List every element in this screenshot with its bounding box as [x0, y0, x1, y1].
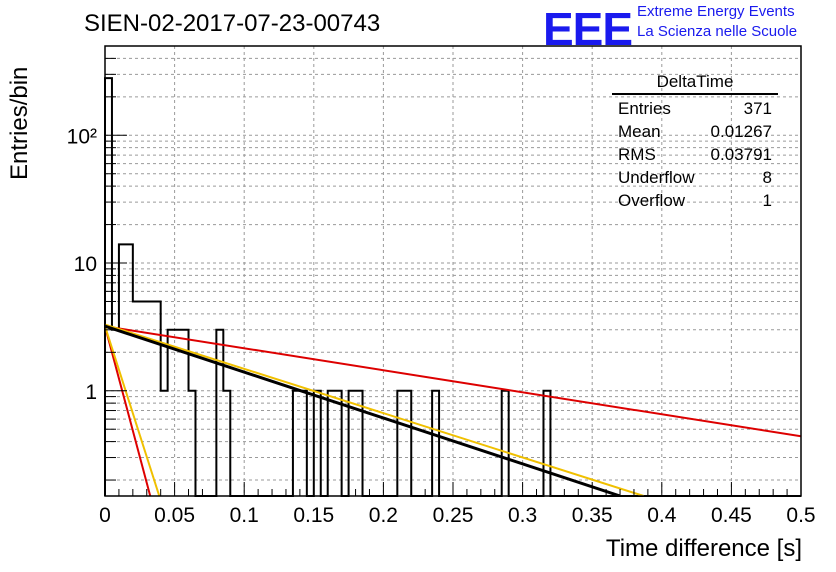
- y-tick-label: 10: [74, 253, 97, 276]
- stats-row-entries: Entries 371: [612, 97, 778, 120]
- fit-line-2: [105, 325, 801, 438]
- fit-line-0: [105, 325, 152, 496]
- stats-title: DeltaTime: [612, 72, 778, 95]
- stats-label: Underflow: [618, 168, 695, 187]
- x-tick-label: 0.35: [572, 504, 613, 527]
- x-axis-label: Time difference [s]: [605, 535, 802, 562]
- stats-value: 0.03791: [710, 145, 772, 164]
- x-tick-label: 0.3: [508, 504, 537, 527]
- x-tick-label: 0.1: [230, 504, 259, 527]
- fit-line-1: [105, 325, 161, 496]
- x-tick-label: 0.5: [786, 504, 815, 527]
- x-tick-label: 0.4: [647, 504, 677, 527]
- fit-line-3: [105, 323, 645, 496]
- stats-row-mean: Mean 0.01267: [612, 120, 778, 143]
- stats-value: 0.01267: [710, 122, 772, 141]
- x-tick-label: 0: [99, 504, 111, 527]
- x-tick-label: 0.15: [293, 504, 334, 527]
- stats-label: RMS: [618, 145, 656, 164]
- stats-box: DeltaTime Entries 371 Mean 0.01267 RMS 0…: [612, 72, 778, 212]
- x-tick-label: 0.25: [433, 504, 474, 527]
- stats-label: Mean: [618, 122, 661, 141]
- y-tick-label: 10²: [67, 125, 97, 148]
- y-axis-label: Entries/bin: [6, 66, 33, 180]
- logo-line-2: La Scienza nelle Scuole: [637, 23, 798, 40]
- x-tick-label: 0.05: [154, 504, 195, 527]
- eee-logo: EEE: [543, 3, 633, 55]
- x-tick-label: 0.2: [369, 504, 398, 527]
- y-tick-label: 1: [85, 381, 97, 404]
- logo-line-1: Extreme Energy Events: [637, 3, 795, 20]
- chart-title: SIEN-02-2017-07-23-00743: [84, 10, 381, 37]
- stats-label: Overflow: [618, 191, 686, 210]
- stats-row-underflow: Underflow 8: [612, 166, 778, 189]
- stats-value: 1: [762, 191, 772, 210]
- fit-line-4: [105, 324, 621, 496]
- stats-value: 371: [743, 99, 772, 118]
- x-tick-label: 0.45: [711, 504, 752, 527]
- stats-value: 8: [762, 168, 772, 187]
- stats-row-overflow: Overflow 1: [612, 189, 778, 212]
- stats-label: Entries: [618, 99, 671, 118]
- stats-row-rms: RMS 0.03791: [612, 143, 778, 166]
